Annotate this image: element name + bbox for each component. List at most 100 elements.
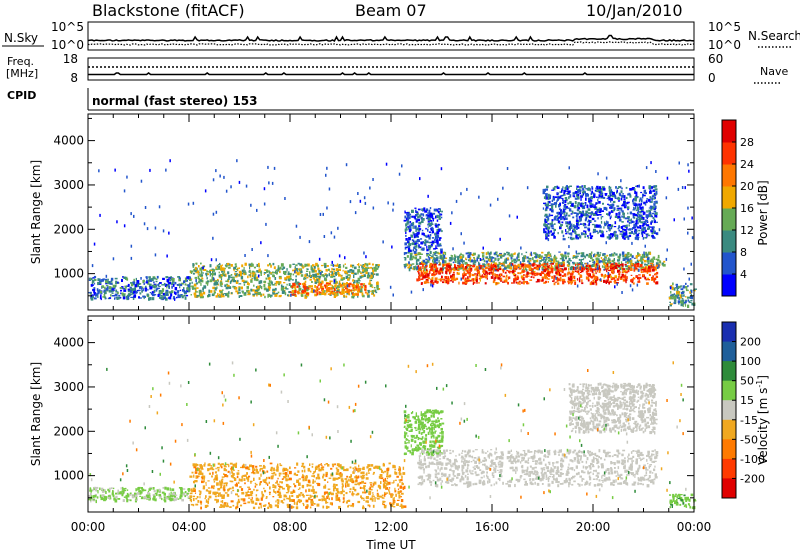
scatter-cell: [257, 274, 260, 278]
scatter-cell: [654, 230, 656, 234]
scatter-cell: [102, 296, 104, 298]
scatter-cell: [437, 210, 439, 212]
scatter-cell: [132, 297, 135, 300]
scatter-cell: [227, 271, 230, 275]
scatter-cell: [613, 232, 615, 234]
scatter-cell: [558, 264, 561, 268]
scatter-cell: [640, 271, 643, 273]
scatter-cell: [277, 477, 279, 480]
scatter-cell: [151, 293, 155, 297]
scatter-cell: [498, 274, 500, 277]
scatter-cell: [346, 292, 350, 295]
scatter-cell: [436, 219, 439, 222]
scatter-cell: [190, 270, 194, 273]
scatter-cell: [310, 290, 313, 293]
scatter-cell: [504, 258, 506, 261]
scatter-cell: [242, 498, 246, 502]
scatter-cell: [565, 229, 567, 232]
scatter-cell: [521, 253, 523, 256]
scatter-cell: [675, 283, 678, 286]
scatter-cell: [414, 245, 417, 248]
scatter-cell: [303, 266, 305, 268]
scatter-cell: [636, 214, 639, 218]
scatter-cell: [329, 290, 332, 293]
scatter-cell: [630, 254, 632, 257]
scatter-cell: [200, 506, 202, 510]
scatter-cell: [557, 192, 560, 194]
scatter-cell: [426, 281, 430, 284]
scatter-cell: [561, 275, 564, 277]
scatter-cell: [373, 266, 376, 270]
scatter-cell: [223, 175, 225, 179]
scatter-cell: [279, 277, 282, 280]
scatter-cell: [435, 210, 437, 212]
scatter-cell: [556, 200, 558, 202]
scatter-cell: [424, 239, 427, 242]
scatter-cell: [652, 198, 656, 200]
scatter-cell: [283, 498, 286, 501]
scatter-cell: [636, 218, 639, 220]
scatter-cell: [637, 209, 640, 213]
scatter-cell: [636, 264, 640, 268]
scatter-cell: [582, 223, 585, 227]
scatter-cell: [672, 295, 676, 297]
scatter-cell: [270, 272, 273, 274]
scatter-cell: [423, 271, 427, 273]
scatter-cell: [510, 254, 514, 258]
scatter-cell: [619, 233, 622, 235]
scatter-cell: [274, 485, 277, 489]
scatter-cell: [581, 185, 583, 188]
scatter-cell: [290, 293, 292, 297]
scatter-cell: [117, 498, 120, 500]
scatter-cell: [586, 204, 589, 208]
scatter-cell: [625, 261, 627, 264]
scatter-cell: [685, 288, 688, 291]
scatter-cell: [590, 192, 593, 196]
scatter-cell: [243, 283, 246, 286]
scatter-cell: [608, 189, 611, 192]
scatter-cell: [235, 290, 238, 293]
scatter-cell: [643, 269, 647, 272]
velocity-scatter: [88, 361, 697, 510]
scatter-cell: [358, 265, 360, 269]
scatter-cell: [119, 287, 123, 289]
scatter-cell: [448, 270, 452, 273]
scatter-cell: [512, 270, 515, 273]
scatter-cell: [323, 284, 327, 287]
scatter-cell: [214, 281, 217, 284]
scatter-cell: [190, 271, 193, 274]
scatter-cell: [241, 264, 244, 268]
scatter-cell: [499, 237, 501, 241]
scatter-cell: [304, 295, 307, 299]
scatter-cell: [614, 279, 617, 281]
scatter-cell: [435, 251, 439, 254]
scatter-cell: [260, 293, 263, 296]
scatter-cell: [636, 185, 639, 188]
scatter-cell: [607, 195, 610, 197]
scatter-cell: [163, 297, 166, 299]
scatter-cell: [144, 206, 147, 209]
scatter-cell: [540, 272, 542, 276]
scatter-cell: [227, 285, 229, 289]
scatter-cell: [626, 261, 629, 264]
scatter-cell: [655, 276, 659, 278]
scatter-cell: [365, 271, 368, 274]
scatter-cell: [495, 266, 498, 270]
scatter-cell: [588, 264, 591, 268]
scatter-cell: [333, 279, 336, 283]
scatter-cell: [220, 265, 223, 268]
scatter-cell: [279, 481, 281, 484]
scatter-cell: [141, 491, 143, 494]
scatter-cell: [277, 291, 280, 294]
colorbar-segment: [722, 274, 736, 297]
scatter-cell: [407, 245, 411, 249]
scatter-cell: [196, 270, 200, 274]
scatter-cell: [133, 494, 137, 498]
scatter-cell: [562, 198, 564, 201]
scatter-cell: [499, 265, 502, 270]
scatter-cell: [555, 260, 558, 262]
scatter-cell: [289, 277, 292, 280]
scatter-cell: [635, 256, 638, 259]
scatter-cell: [648, 209, 651, 213]
